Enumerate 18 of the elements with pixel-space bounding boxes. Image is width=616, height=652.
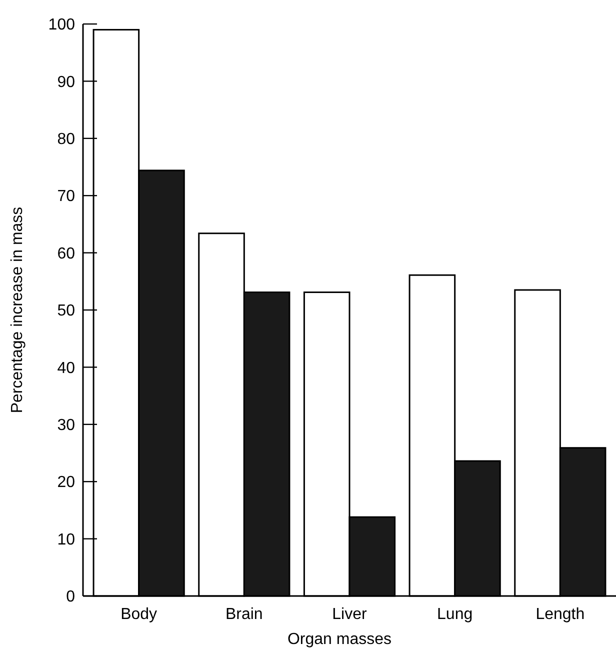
y-tick-label: 50 [57,302,76,320]
y-tick-label: 60 [57,245,76,262]
y-tick-label: 80 [57,131,76,148]
y-tick-label: 40 [57,360,76,377]
y-tick-label: 100 [48,16,76,34]
y-tick-label: 20 [57,474,76,492]
x-tick-label: Liver [332,606,368,623]
x-axis-title: Organ masses [287,631,392,648]
x-tick-label: Lung [437,606,473,623]
x-tick-label: Length [536,606,585,623]
y-tick-label: 70 [57,188,76,206]
y-axis-title: Percentage increase in mass [9,206,26,414]
x-tick-label: Body [120,606,158,623]
x-tick-label: Brain [225,606,263,623]
y-tick-label: 0 [66,588,76,606]
y-tick-label: 90 [57,74,76,91]
y-tick-label: 10 [57,531,76,548]
y-tick-label: 30 [57,417,76,434]
